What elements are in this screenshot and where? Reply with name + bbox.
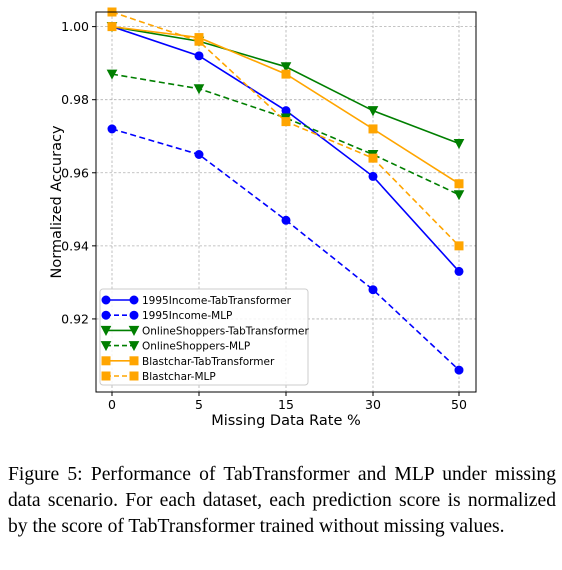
x-tick-label: 30 xyxy=(365,397,381,412)
data-point xyxy=(453,139,465,150)
legend-label: Blastchar-TabTransformer xyxy=(142,356,275,368)
data-point xyxy=(368,124,378,134)
data-point xyxy=(107,124,117,134)
legend-label: 1995Income-TabTransformer xyxy=(142,295,292,307)
data-point xyxy=(281,215,291,225)
data-point xyxy=(106,69,118,80)
data-point xyxy=(281,106,291,116)
y-tick-label: 0.94 xyxy=(61,238,89,253)
data-point xyxy=(281,117,291,127)
y-tick-label: 1.00 xyxy=(61,19,89,34)
series-blastchar-mlp xyxy=(107,7,464,251)
legend-marker xyxy=(101,356,111,366)
x-tick-label: 0 xyxy=(108,397,116,412)
data-point xyxy=(368,285,378,295)
series-1995income-mlp xyxy=(107,124,464,375)
data-point xyxy=(454,179,464,189)
series-layer xyxy=(106,7,465,375)
data-point xyxy=(107,22,117,32)
x-tick-label: 15 xyxy=(278,397,294,412)
legend-item: Blastchar-MLP xyxy=(101,371,216,383)
legend-marker xyxy=(101,295,111,305)
legend-marker xyxy=(129,371,139,381)
data-point xyxy=(194,36,204,46)
legend-marker xyxy=(128,341,140,352)
legend-marker xyxy=(129,295,139,305)
data-point xyxy=(194,150,204,159)
series-line xyxy=(111,25,460,185)
legend-marker xyxy=(100,325,112,336)
x-tick-label: 50 xyxy=(451,397,467,412)
legend-marker xyxy=(100,341,112,352)
legend-marker xyxy=(129,356,139,366)
data-point xyxy=(367,106,379,117)
legend-marker xyxy=(128,325,140,336)
legend-label: Blastchar-MLP xyxy=(142,371,216,383)
legend: 1995Income-TabTransformer 1995Income-MLP O… xyxy=(99,288,309,386)
legend-item: 1995Income-MLP xyxy=(101,310,232,322)
series-onlineshoppers-mlp xyxy=(106,69,465,201)
legend-label: OnlineShoppers-TabTransformer xyxy=(142,325,309,337)
x-axis: 0 5 15 30 50 xyxy=(108,392,467,412)
data-point xyxy=(453,190,465,201)
series-blastchar-tabtransformer xyxy=(107,22,464,189)
data-point xyxy=(280,62,292,73)
data-point xyxy=(454,365,464,375)
series-line xyxy=(111,73,460,196)
data-point xyxy=(368,153,378,163)
legend-marker xyxy=(129,310,139,320)
legend-label: OnlineShoppers-MLP xyxy=(142,341,250,353)
data-point xyxy=(194,51,204,61)
series-line xyxy=(111,11,460,247)
legend-item: OnlineShoppers-MLP xyxy=(100,341,250,353)
data-point xyxy=(281,69,291,79)
legend-marker xyxy=(101,371,111,381)
x-axis-label: Missing Data Rate % xyxy=(211,413,361,429)
data-point xyxy=(193,84,205,95)
legend-item: Blastchar-TabTransformer xyxy=(101,356,275,368)
y-axis: 0.92 0.94 0.96 0.98 1.00 xyxy=(61,19,96,326)
y-tick-label: 0.96 xyxy=(61,165,89,180)
line-chart: 0.92 0.94 0.96 0.98 1.00 0 5 15 30 50 Missing Da… xyxy=(49,7,477,429)
y-axis-label: Normalized Accuracy xyxy=(49,125,65,278)
series-onlineshoppers-tabtransformer xyxy=(106,22,465,150)
legend-label: 1995Income-MLP xyxy=(142,310,232,322)
legend-marker xyxy=(101,310,111,320)
x-tick-label: 5 xyxy=(195,397,203,412)
data-point xyxy=(368,171,378,181)
legend-item: OnlineShoppers-TabTransformer xyxy=(100,325,309,337)
y-tick-label: 0.92 xyxy=(61,311,89,326)
data-point xyxy=(454,241,464,251)
legend-item: 1995Income-TabTransformer xyxy=(101,295,292,307)
legend-box xyxy=(99,288,309,386)
series-1995income-tabtransformer xyxy=(107,22,464,276)
figure-caption: Figure 5: Performance of TabTransformer … xyxy=(8,464,556,537)
data-point xyxy=(454,266,464,276)
y-tick-label: 0.98 xyxy=(61,92,89,107)
